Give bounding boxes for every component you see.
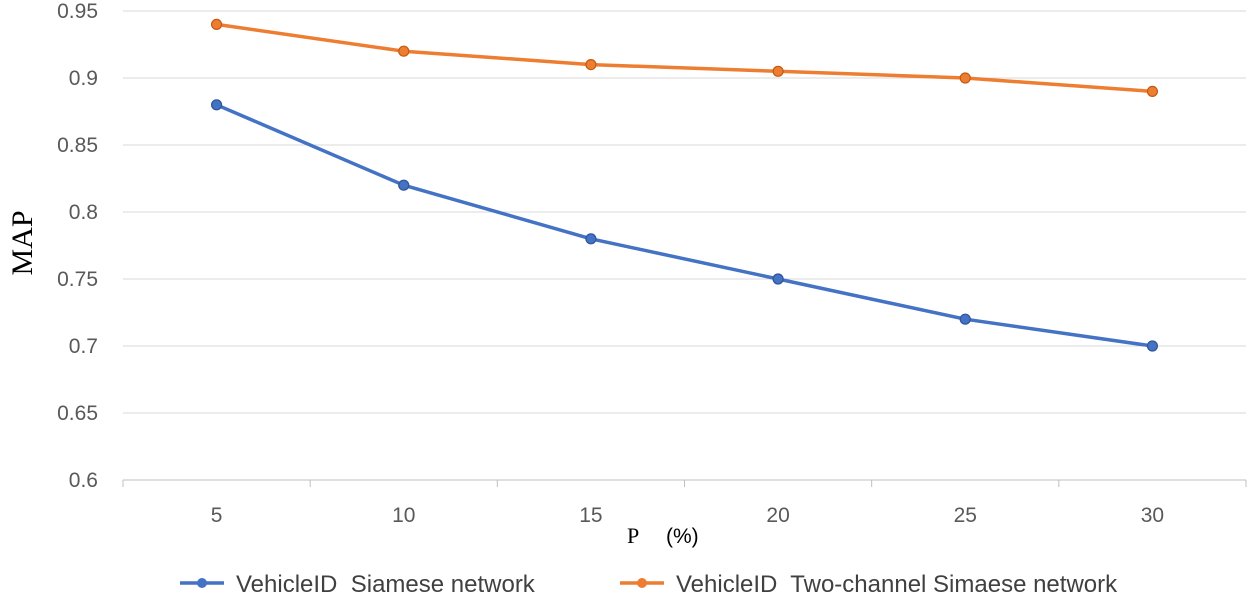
x-tick-label: 25 bbox=[954, 504, 977, 527]
y-tick-label: 0.9 bbox=[69, 67, 98, 90]
series bbox=[210, 18, 1159, 352]
y-tick-label: 0.65 bbox=[57, 402, 98, 425]
data-point bbox=[1146, 340, 1159, 352]
legend-item-1: VehicleID Siamese network bbox=[180, 571, 536, 598]
data-point bbox=[210, 18, 223, 30]
legend: VehicleID Siamese network VehicleID Two-c… bbox=[180, 571, 1118, 598]
series-line bbox=[214, 103, 1155, 348]
y-tick-label: 0.8 bbox=[69, 201, 98, 224]
x-axis bbox=[122, 479, 1247, 487]
data-point bbox=[772, 65, 784, 77]
series-line bbox=[214, 22, 1155, 94]
data-point bbox=[585, 58, 597, 71]
data-point bbox=[959, 313, 971, 325]
y-tick-label: 0.7 bbox=[69, 335, 98, 358]
legend-item-2: VehicleID Two-channel Simaese network bbox=[620, 571, 1118, 598]
data-point bbox=[585, 233, 597, 245]
y-axis-label: MAP bbox=[6, 210, 39, 275]
x-tick-label: 5 bbox=[211, 504, 223, 527]
y-tick-label: 0.95 bbox=[57, 0, 98, 23]
x-tick-label: 20 bbox=[766, 504, 789, 527]
data-point bbox=[772, 273, 784, 285]
y-tick-label: 0.85 bbox=[57, 134, 98, 157]
x-tick-label: 15 bbox=[579, 504, 602, 527]
x-tick-label: 30 bbox=[1141, 504, 1164, 527]
x-axis-label: P (%) bbox=[627, 523, 699, 548]
legend-marker bbox=[637, 578, 647, 588]
gridlines bbox=[123, 10, 1246, 414]
data-point bbox=[398, 45, 410, 57]
data-point bbox=[398, 179, 410, 191]
legend-label: VehicleID Siamese network bbox=[236, 571, 536, 598]
y-tick-label: 0.75 bbox=[57, 268, 98, 291]
x-axis-label-unit: (%) bbox=[666, 525, 699, 548]
y-tick-label: 0.6 bbox=[69, 469, 98, 492]
data-point bbox=[959, 72, 971, 84]
y-tick-labels: 0.6 0.65 0.7 0.75 0.8 0.85 0.9 0.95 bbox=[57, 0, 98, 492]
x-tick-labels: 5 10 15 20 25 30 bbox=[211, 504, 1164, 527]
legend-marker bbox=[197, 578, 207, 588]
legend-label: VehicleID Two-channel Simaese network bbox=[676, 571, 1118, 598]
series-2 bbox=[210, 18, 1159, 98]
data-point bbox=[210, 99, 223, 111]
x-tick-label: 10 bbox=[392, 504, 415, 527]
data-point bbox=[1146, 85, 1159, 98]
series-1 bbox=[210, 99, 1159, 352]
x-axis-label-text: P bbox=[627, 523, 639, 548]
